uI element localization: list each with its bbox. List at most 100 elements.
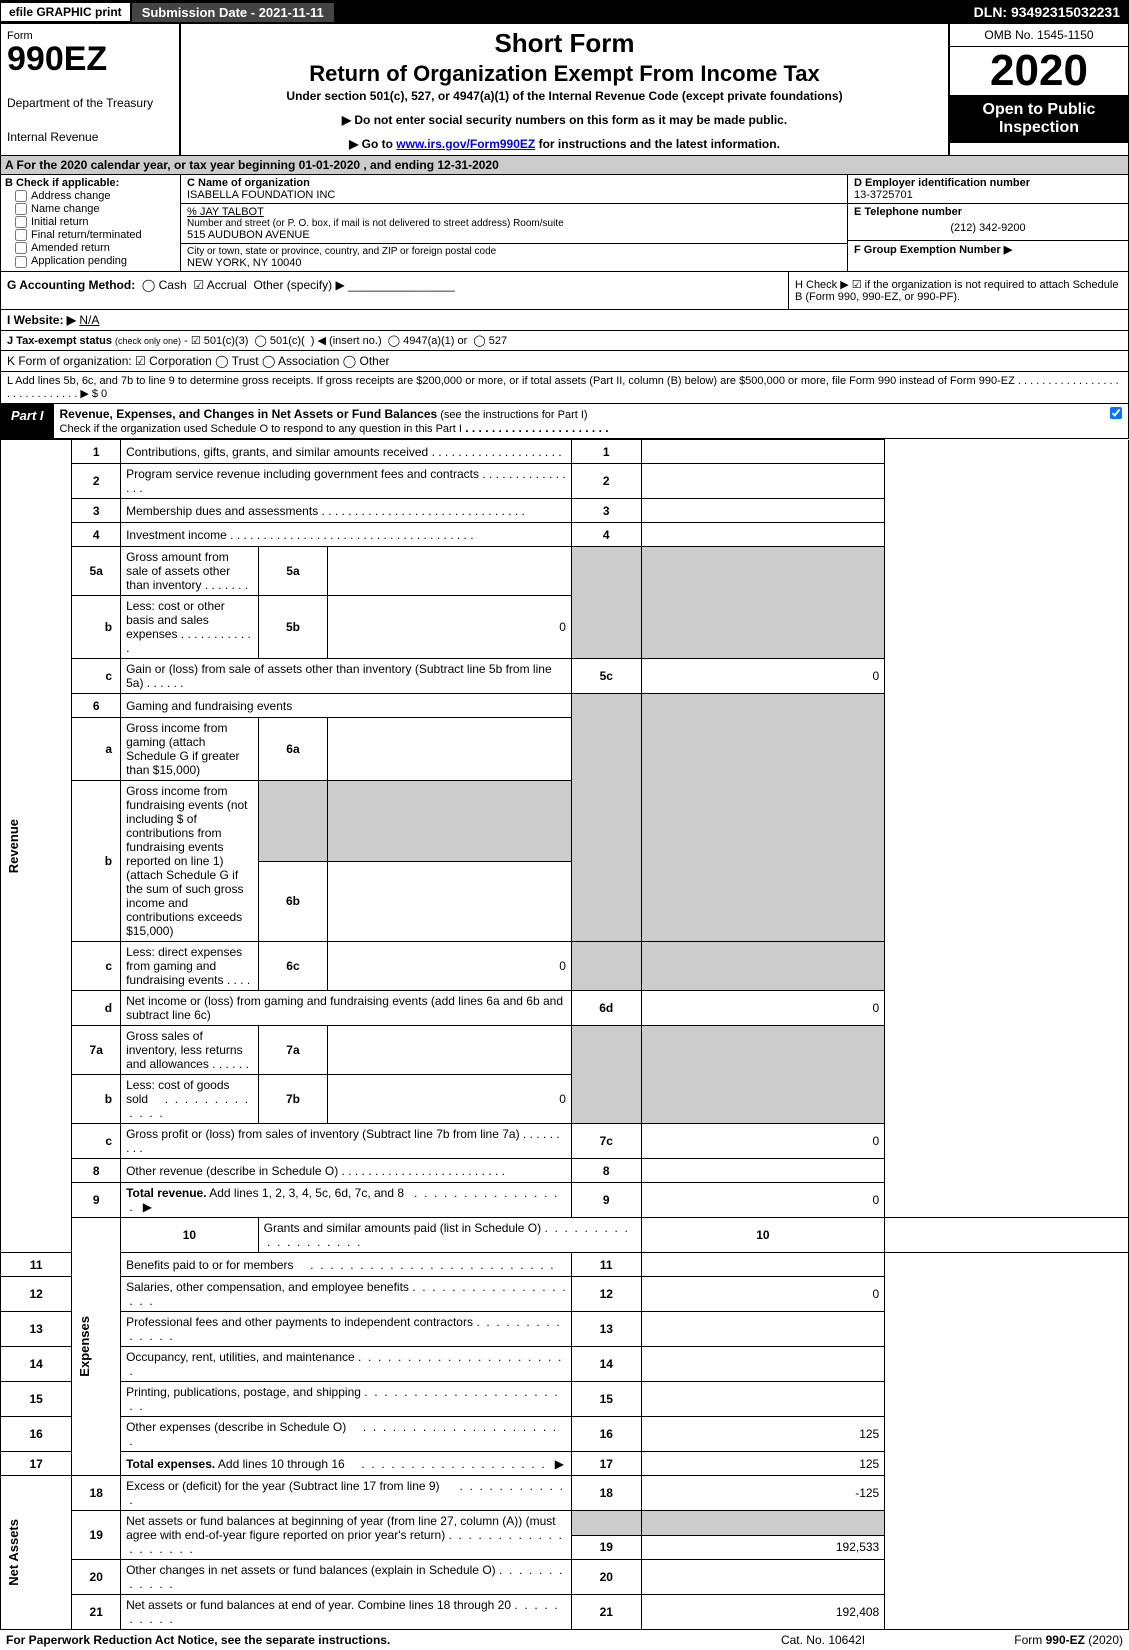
top-bar: efile GRAPHIC print Submission Date - 20… [0, 0, 1129, 24]
form-number: 990EZ [7, 42, 173, 76]
desc-5c: Gain or (loss) from sale of assets other… [121, 659, 572, 694]
submission-date: Submission Date - 2021-11-11 [132, 3, 334, 22]
row-a-calendar-year: A For the 2020 calendar year, or tax yea… [0, 156, 1129, 175]
box-b: B Check if applicable: Address change Na… [1, 175, 181, 271]
chk-final-return[interactable]: Final return/terminated [15, 229, 176, 241]
desc-17: Total expenses. Add lines 10 through 16 … [121, 1452, 572, 1476]
ln-1: 1 [72, 440, 121, 464]
ssn-warning: ▶ Do not enter social security numbers o… [185, 113, 944, 127]
omb-number: OMB No. 1545-1150 [950, 24, 1128, 47]
accounting-method: G Accounting Method: ◯ Cash ☑ Accrual Ot… [1, 272, 788, 309]
chk-initial-return[interactable]: Initial return [15, 216, 176, 228]
dln: DLN: 93492315032231 [966, 2, 1128, 22]
city-label: City or town, state or province, country… [187, 246, 841, 257]
open-to-public: Open to Public Inspection [950, 95, 1128, 143]
val-5b: 0 [328, 596, 572, 659]
row-j-tax-exempt: J Tax-exempt status (check only one) - ☑… [0, 330, 1129, 350]
val-5c: 0 [641, 659, 885, 694]
desc-6b: Gross income from fundraising events (no… [121, 781, 259, 942]
chk-amended-return[interactable]: Amended return [15, 242, 176, 254]
val-7b: 0 [328, 1075, 572, 1124]
part-1-header: Part I Revenue, Expenses, and Changes in… [0, 403, 1129, 439]
side-expenses: Expenses [77, 1316, 92, 1377]
form-header: Form 990EZ Department of the Treasury In… [0, 24, 1129, 156]
group-exemption-label: F Group Exemption Number ▶ [854, 244, 1012, 256]
val-6d: 0 [641, 991, 885, 1026]
val-16: 125 [641, 1417, 885, 1452]
chk-application-pending[interactable]: Application pending [15, 255, 176, 267]
desc-19: Net assets or fund balances at beginning… [121, 1511, 572, 1560]
val-9: 0 [641, 1183, 885, 1218]
schedule-b-check: H Check ▶ ☑ if the organization is not r… [788, 272, 1128, 309]
lines-table: Revenue 1 Contributions, gifts, grants, … [0, 439, 1129, 1630]
desc-5a: Gross amount from sale of assets other t… [121, 547, 259, 596]
desc-15: Printing, publications, postage, and shi… [121, 1382, 572, 1417]
part-1-tag: Part I [1, 404, 54, 438]
desc-16: Other expenses (describe in Schedule O) … [121, 1417, 572, 1452]
title-return: Return of Organization Exempt From Incom… [185, 61, 944, 87]
desc-21: Net assets or fund balances at end of ye… [121, 1595, 572, 1630]
desc-18: Excess or (deficit) for the year (Subtra… [121, 1476, 572, 1511]
desc-7a: Gross sales of inventory, less returns a… [121, 1026, 259, 1075]
desc-7b: Less: cost of goods sold . . . . . . . .… [121, 1075, 259, 1124]
rn-1: 1 [571, 440, 641, 464]
subtitle: Under section 501(c), 527, or 4947(a)(1)… [185, 89, 944, 103]
desc-1: Contributions, gifts, grants, and simila… [121, 440, 572, 464]
val-17: 125 [641, 1452, 885, 1476]
desc-12: Salaries, other compensation, and employ… [121, 1277, 572, 1312]
section-bcdef: B Check if applicable: Address change Na… [0, 175, 1129, 271]
care-of: % JAY TALBOT [187, 206, 841, 218]
desc-8: Other revenue (describe in Schedule O) .… [121, 1159, 572, 1183]
dept-treasury: Department of the Treasury [7, 96, 173, 110]
org-name-label: C Name of organization [187, 177, 841, 189]
goto-link-line: ▶ Go to www.irs.gov/Form990EZ for instru… [185, 137, 944, 151]
row-l-gross-receipts: L Add lines 5b, 6c, and 7b to line 9 to … [0, 371, 1129, 403]
val-6c: 0 [328, 942, 572, 991]
telephone: (212) 342-9200 [854, 218, 1122, 238]
box-b-label: B Check if applicable: [5, 177, 119, 189]
desc-20: Other changes in net assets or fund bala… [121, 1560, 572, 1595]
street-label: Number and street (or P. O. box, if mail… [187, 218, 841, 229]
street: 515 AUDUBON AVENUE [187, 229, 841, 241]
title-short-form: Short Form [185, 28, 944, 59]
part-1-check-note: Check if the organization used Schedule … [60, 423, 462, 435]
desc-7c: Gross profit or (loss) from sales of inv… [121, 1124, 572, 1159]
cat-no: Cat. No. 10642I [723, 1633, 923, 1647]
desc-6a: Gross income from gaming (attach Schedul… [121, 718, 259, 781]
dept-irs: Internal Revenue [7, 130, 173, 144]
row-gh: G Accounting Method: ◯ Cash ☑ Accrual Ot… [0, 271, 1129, 309]
row-i-website: I Website: ▶ N/A [0, 309, 1129, 330]
desc-10: Grants and similar amounts paid (list in… [258, 1218, 641, 1253]
chk-name-change[interactable]: Name change [15, 203, 176, 215]
desc-11: Benefits paid to or for members . . . . … [121, 1253, 572, 1277]
efile-print[interactable]: efile GRAPHIC print [1, 3, 130, 21]
footer: For Paperwork Reduction Act Notice, see … [0, 1630, 1129, 1650]
row-k-form-org: K Form of organization: ☑ Corporation ◯ … [0, 350, 1129, 371]
side-net-assets: Net Assets [6, 1519, 21, 1586]
ein: 13-3725701 [854, 189, 913, 201]
part-1-schedule-o-check[interactable] [1110, 407, 1122, 419]
org-name: ISABELLA FOUNDATION INC [187, 189, 841, 201]
desc-3: Membership dues and assessments . . . . … [121, 499, 572, 523]
desc-4: Investment income . . . . . . . . . . . … [121, 523, 572, 547]
val-1 [641, 440, 885, 464]
val-21: 192,408 [641, 1595, 885, 1630]
desc-13: Professional fees and other payments to … [121, 1312, 572, 1347]
desc-5b: Less: cost or other basis and sales expe… [121, 596, 259, 659]
city-state-zip: NEW YORK, NY 10040 [187, 257, 841, 269]
irs-link[interactable]: www.irs.gov/Form990EZ [396, 137, 535, 151]
box-c: C Name of organization ISABELLA FOUNDATI… [181, 175, 848, 271]
paperwork-notice: For Paperwork Reduction Act Notice, see … [6, 1633, 723, 1647]
chk-address-change[interactable]: Address change [15, 190, 176, 202]
side-revenue: Revenue [6, 819, 21, 873]
ein-label: D Employer identification number [854, 177, 1030, 189]
tax-year: 2020 [950, 47, 1128, 95]
tel-label: E Telephone number [854, 206, 962, 218]
desc-9: Total revenue. Add lines 1, 2, 3, 4, 5c,… [121, 1183, 572, 1218]
part-1-title: Revenue, Expenses, and Changes in Net As… [60, 407, 438, 421]
desc-2: Program service revenue including govern… [121, 464, 572, 499]
val-7c: 0 [641, 1124, 885, 1159]
val-19: 192,533 [641, 1535, 885, 1560]
val-18: -125 [641, 1476, 885, 1511]
desc-14: Occupancy, rent, utilities, and maintena… [121, 1347, 572, 1382]
